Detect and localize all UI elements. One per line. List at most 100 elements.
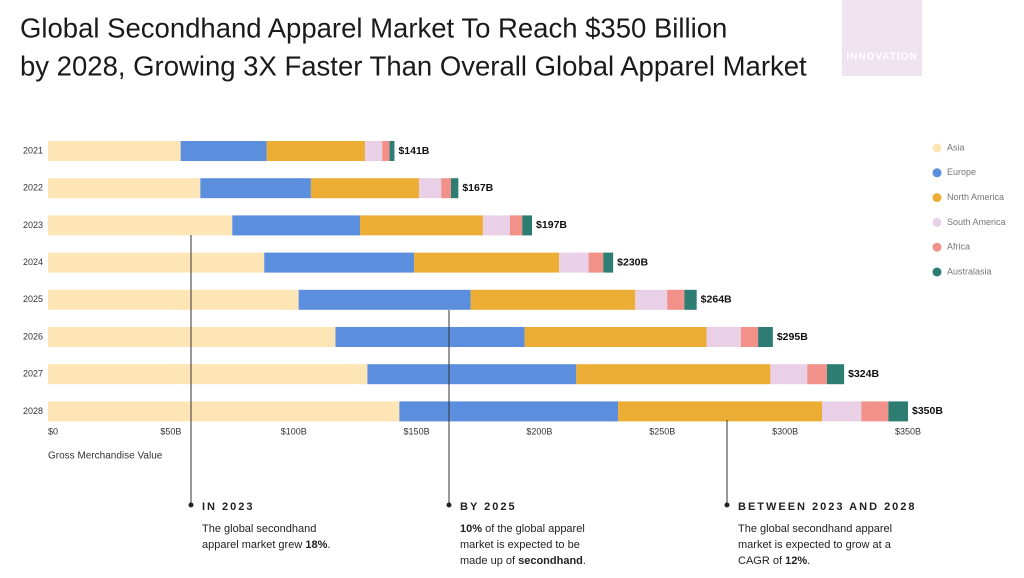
bar-segment: [667, 289, 685, 310]
legend-swatch: [932, 143, 942, 153]
chart-title: by 2028, Growing 3X Faster Than Overall …: [20, 50, 807, 81]
total-label: $167B: [462, 182, 493, 194]
bar-segment: [48, 327, 336, 347]
annotation-text: The global secondhand apparel market gre…: [202, 523, 317, 551]
bar-segment: [770, 364, 808, 385]
legend-label: North America: [947, 192, 1004, 202]
bar-segment: [180, 141, 267, 161]
bar-segment: [264, 252, 415, 273]
total-label: $141B: [398, 145, 429, 157]
bar-segment: [399, 401, 619, 422]
legend-label: Asia: [947, 142, 965, 152]
total-label: $197B: [536, 219, 567, 231]
x-tick-label: $100B: [281, 426, 307, 436]
y-tick-label: 2026: [23, 331, 43, 341]
bar-segment: [618, 401, 822, 422]
bar-segment: [684, 289, 697, 310]
bar-segment: [48, 178, 201, 199]
bar-segment: [576, 364, 771, 385]
bar-segment: [335, 327, 525, 347]
annotation: BETWEEN 2023 AND 2028 The global secondha…: [738, 499, 918, 569]
bar-segment: [509, 215, 523, 236]
bar-segment: [367, 364, 577, 385]
bar-segment: [48, 289, 299, 310]
annotation-dot: [724, 502, 730, 508]
bar-segment: [48, 364, 368, 385]
annotation-dot: [188, 502, 194, 508]
bar-segment: [807, 364, 827, 385]
bar-segment: [389, 141, 395, 161]
total-label: $264B: [701, 294, 732, 306]
legend-label: South America: [947, 217, 1006, 227]
bar-segment: [826, 364, 845, 385]
bar-segment: [861, 401, 889, 422]
legend-swatch: [932, 168, 942, 178]
annotation-body: The global secondhand apparel market is …: [738, 521, 918, 569]
bar-segment: [310, 178, 420, 199]
bar-segment: [450, 178, 459, 199]
x-tick-label: $0: [48, 426, 58, 436]
bar-segment: [364, 141, 383, 161]
bar-segment: [635, 289, 668, 310]
total-label: $350B: [912, 405, 943, 417]
total-label: $324B: [848, 368, 879, 380]
watermark: INNOVATION: [846, 52, 917, 63]
legend-label: Africa: [947, 242, 970, 252]
x-tick-label: $200B: [526, 426, 552, 436]
annotation-heading: BETWEEN 2023 AND 2028: [738, 501, 917, 513]
total-label: $295B: [777, 331, 808, 343]
annotation-heading: IN 2023: [202, 501, 255, 513]
legend-swatch: [932, 267, 942, 277]
bar-segment: [470, 289, 636, 310]
legend-swatch: [932, 193, 942, 203]
bar-segment: [48, 401, 400, 422]
legend-label: Europe: [947, 167, 976, 177]
x-axis-label: Gross Merchandise Value: [48, 451, 163, 462]
bar-segment: [232, 215, 361, 236]
annotation-text: .: [807, 555, 811, 567]
bar-segment: [559, 252, 589, 273]
bar-segment: [266, 141, 365, 161]
annotation-text: secondhand: [518, 555, 583, 567]
y-tick-label: 2022: [23, 183, 43, 193]
bar-segment: [48, 141, 181, 161]
annotation-text: 10%: [460, 523, 483, 535]
x-tick-label: $350B: [895, 426, 921, 436]
annotation-body: 10% of the global apparel market is expe…: [460, 521, 600, 569]
bar-segment: [441, 178, 451, 199]
bar-segment: [603, 252, 614, 273]
bar-segment: [414, 252, 560, 273]
bar-segment: [740, 327, 759, 347]
bar-segment: [419, 178, 442, 199]
bar-segment: [482, 215, 510, 236]
x-tick-label: $250B: [649, 426, 675, 436]
bar-segment: [822, 401, 862, 422]
bar-segment: [758, 327, 773, 347]
annotation-text: 18%: [305, 539, 328, 551]
annotation-text: of the global apparel market is expected…: [460, 523, 585, 567]
annotation-heading: BY 2025: [460, 501, 517, 513]
bar-segment: [48, 215, 233, 236]
annotation-text: .: [327, 539, 331, 551]
bar-segment: [200, 178, 311, 199]
bar-segment: [382, 141, 390, 161]
y-tick-label: 2028: [23, 406, 43, 416]
annotation-text: 12%: [785, 555, 808, 567]
bar-segment: [524, 327, 707, 347]
x-tick-label: $300B: [772, 426, 798, 436]
bar-segment: [522, 215, 533, 236]
y-tick-label: 2024: [23, 257, 43, 267]
annotation-dot: [446, 502, 452, 508]
annotation-body: The global secondhand apparel market gre…: [202, 521, 342, 553]
watermark-box: [842, 0, 922, 76]
legend-swatch: [932, 217, 942, 227]
y-tick-label: 2025: [23, 294, 43, 304]
chart-title: Global Secondhand Apparel Market To Reac…: [20, 12, 727, 43]
y-tick-label: 2027: [23, 369, 43, 379]
bar-segment: [298, 289, 471, 310]
bar-segment: [706, 327, 741, 347]
bar-segment: [588, 252, 604, 273]
annotation-text: The global secondhand apparel market is …: [738, 523, 893, 567]
annotation-text: .: [582, 555, 586, 567]
